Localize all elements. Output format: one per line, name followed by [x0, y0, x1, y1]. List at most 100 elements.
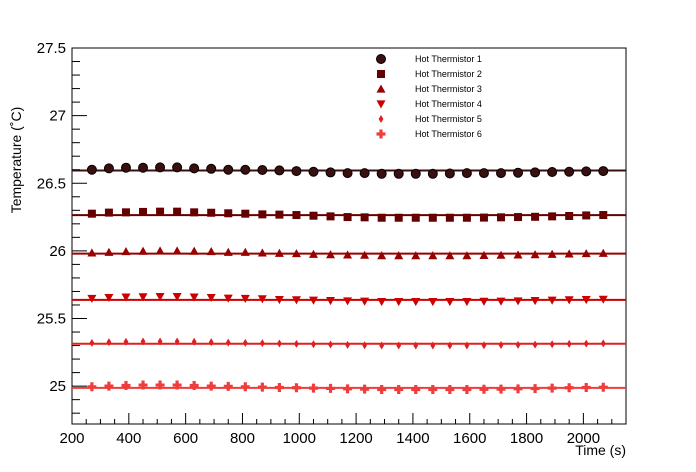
- data-point: [140, 337, 146, 346]
- data-point: [548, 212, 557, 221]
- data-point: [123, 337, 129, 346]
- data-point: [428, 213, 437, 222]
- data-point: [598, 382, 608, 392]
- data-point: [138, 380, 148, 390]
- data-point: [581, 249, 591, 258]
- data-point: [223, 381, 233, 391]
- data-point: [224, 209, 233, 218]
- data-point: [515, 340, 521, 349]
- data-point: [294, 339, 299, 348]
- series-5: [89, 337, 606, 350]
- legend-marker: [377, 70, 385, 78]
- data-point: [172, 246, 182, 255]
- data-point: [462, 251, 472, 260]
- data-point: [257, 164, 268, 175]
- x-tick-label: 1600: [453, 430, 486, 447]
- legend-marker: [376, 84, 386, 93]
- data-point: [156, 207, 165, 216]
- data-point: [274, 248, 284, 257]
- data-point: [242, 338, 248, 347]
- data-point: [394, 297, 404, 307]
- data-point: [206, 381, 216, 391]
- data-point: [257, 295, 267, 304]
- data-point: [326, 250, 336, 259]
- data-point: [292, 211, 301, 220]
- data-point: [189, 163, 200, 174]
- data-point: [276, 339, 282, 348]
- series-4: [87, 292, 608, 307]
- data-point: [172, 380, 182, 390]
- data-point: [343, 384, 353, 394]
- data-point: [547, 249, 557, 258]
- data-point: [547, 167, 558, 178]
- legend-label: Hot Thermistor 3: [415, 84, 482, 94]
- data-point: [189, 293, 199, 302]
- data-point: [564, 249, 574, 258]
- data-point: [240, 382, 250, 392]
- data-point: [274, 382, 284, 392]
- data-point: [428, 385, 438, 395]
- data-point: [444, 168, 455, 179]
- data-point: [462, 297, 472, 307]
- data-point: [513, 297, 523, 306]
- data-point: [208, 338, 214, 347]
- data-point: [103, 163, 114, 174]
- data-point: [325, 167, 336, 178]
- data-point: [411, 385, 421, 395]
- data-point: [360, 297, 370, 306]
- data-point: [513, 250, 523, 259]
- data-point: [428, 297, 438, 307]
- data-point: [514, 213, 523, 222]
- data-point: [138, 246, 148, 255]
- data-point: [598, 248, 608, 257]
- data-point: [547, 383, 557, 393]
- data-point: [274, 295, 284, 305]
- data-point: [206, 247, 216, 256]
- data-point: [206, 293, 216, 303]
- data-point: [581, 382, 591, 392]
- data-point: [104, 208, 113, 217]
- data-point: [120, 162, 131, 173]
- series-1: [86, 162, 609, 179]
- data-point: [206, 163, 217, 174]
- data-point: [328, 340, 333, 349]
- data-point: [496, 297, 506, 306]
- data-point: [121, 247, 131, 256]
- x-tick-label: 800: [230, 430, 255, 447]
- data-point: [311, 340, 316, 349]
- data-point: [291, 249, 301, 258]
- legend-entry-2: Hot Thermistor 2: [377, 69, 482, 79]
- data-point: [513, 384, 523, 394]
- y-tick-label: 27: [49, 108, 66, 125]
- legend-label: Hot Thermistor 1: [415, 54, 482, 64]
- data-point: [564, 383, 574, 393]
- data-point: [581, 295, 591, 305]
- legend-marker: [376, 100, 386, 109]
- data-point: [600, 339, 606, 348]
- data-point: [258, 210, 267, 219]
- data-point: [396, 341, 402, 350]
- x-tick-label: 400: [116, 430, 141, 447]
- data-point: [598, 295, 608, 304]
- data-point: [87, 248, 97, 257]
- data-point: [173, 207, 182, 216]
- data-point: [87, 294, 97, 303]
- legend-entry-4: Hot Thermistor 4: [376, 99, 482, 109]
- data-point: [87, 209, 96, 218]
- y-tick-label: 27.5: [37, 40, 66, 57]
- data-point: [223, 294, 233, 303]
- data-point: [447, 341, 453, 350]
- data-point: [496, 213, 505, 222]
- legend-entry-5: Hot Thermistor 5: [378, 114, 482, 124]
- data-point: [106, 338, 112, 347]
- data-point: [343, 213, 352, 222]
- data-point: [427, 168, 438, 179]
- data-point: [139, 207, 148, 216]
- data-point: [190, 208, 199, 217]
- data-point: [549, 340, 555, 349]
- data-point: [326, 297, 336, 306]
- data-point: [393, 168, 404, 179]
- y-tick-label: 25: [49, 378, 66, 395]
- data-point: [240, 294, 250, 303]
- data-point: [565, 211, 574, 220]
